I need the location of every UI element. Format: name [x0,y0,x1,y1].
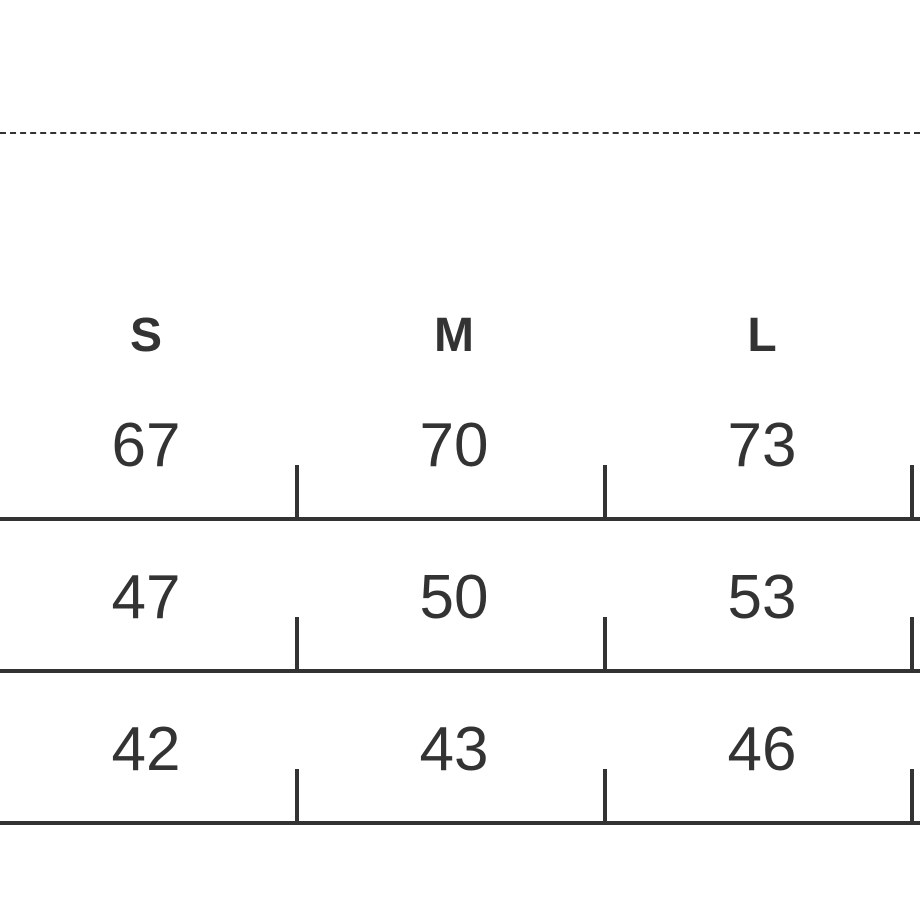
tick [603,465,607,519]
cell-r3-l: 46 [727,715,797,784]
tick [295,617,299,671]
size-header-l: L [747,309,777,362]
dashed-divider [0,132,920,134]
size-header-s: S [129,309,162,362]
tick [910,769,914,823]
tick [603,769,607,823]
size-header-m: M [434,309,474,362]
row-line-1 [0,517,920,521]
tick [295,769,299,823]
cell-r2-s: 47 [111,563,181,632]
cell-r2-m: 50 [419,563,489,632]
tick [603,617,607,671]
tick [295,465,299,519]
cell-r1-m: 70 [419,411,489,480]
cell-r1-s: 67 [111,411,181,480]
cell-r1-l: 73 [727,411,797,480]
cell-r3-s: 42 [111,715,181,784]
tick [910,617,914,671]
row-line-2 [0,669,920,673]
row-line-3 [0,821,920,825]
tick [910,465,914,519]
cell-r2-l: 53 [727,563,797,632]
cell-r3-m: 43 [419,715,489,784]
